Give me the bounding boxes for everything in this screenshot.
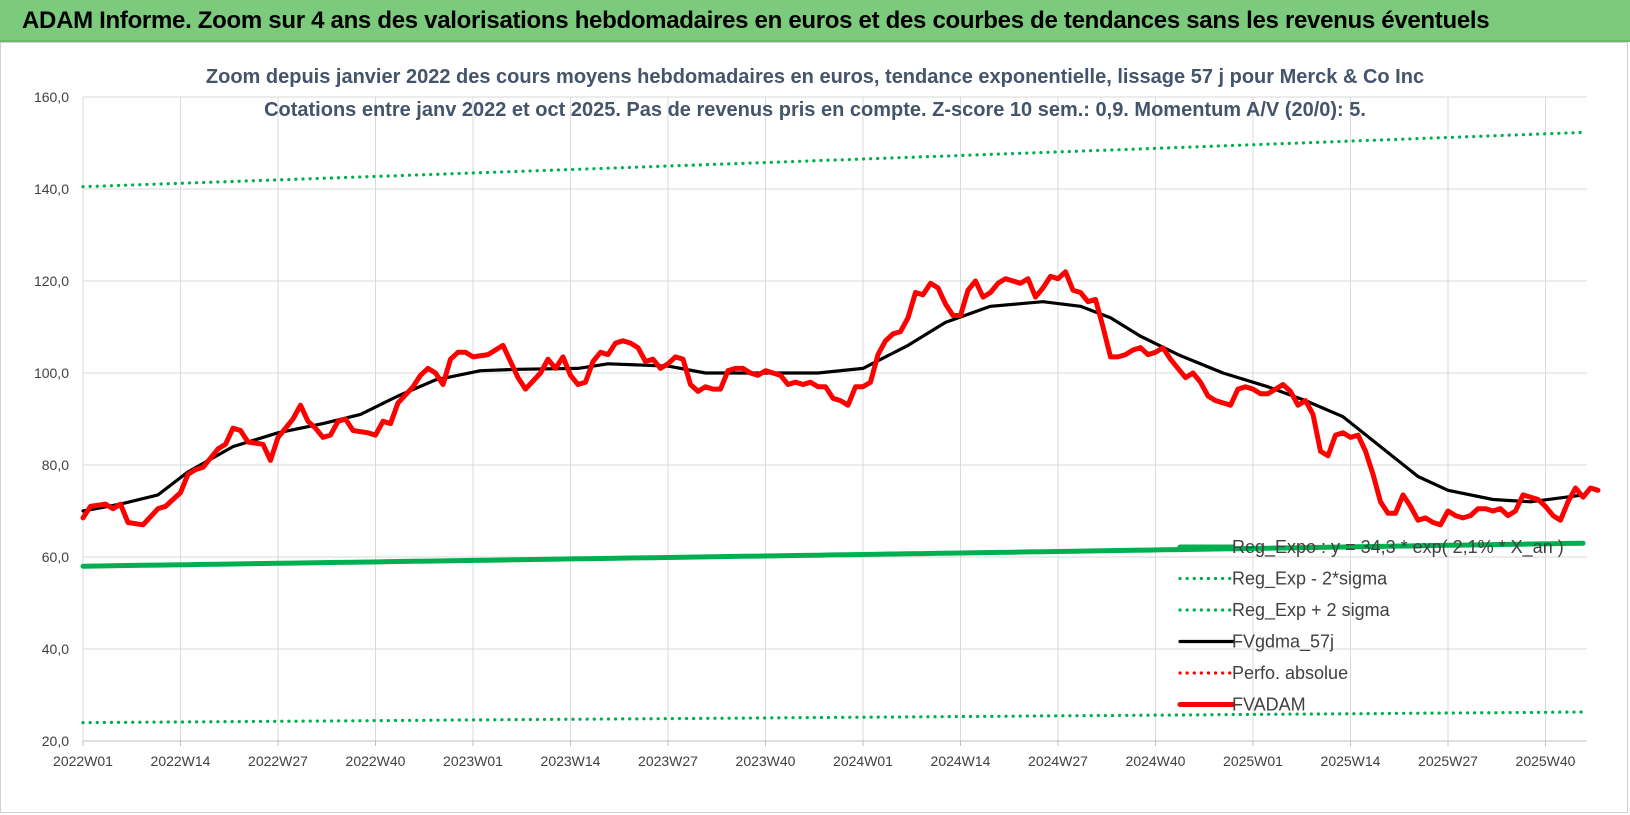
legend-label: FVgdma_57j	[1232, 632, 1334, 653]
y-tick-label: 20,0	[42, 733, 69, 749]
x-tick-label: 2022W27	[248, 753, 308, 769]
series-line-reg-expo-y-34-3-exp-2-1-x-an	[80, 540, 1586, 569]
series-line-reg-exp-2-sigma	[81, 130, 1585, 189]
series-line-reg-exp-2-sigma	[81, 710, 1585, 725]
x-tick-label: 2024W14	[931, 753, 991, 769]
x-tick-label: 2024W40	[1126, 753, 1186, 769]
series-line-fvadam	[80, 269, 1601, 528]
x-tick-label: 2024W01	[833, 753, 893, 769]
legend-label: Perfo. absolue	[1232, 663, 1348, 683]
x-tick-label: 2025W40	[1516, 753, 1576, 769]
y-tick-label: 40,0	[42, 641, 69, 657]
x-tick-label: 2025W01	[1223, 753, 1283, 769]
y-tick-label: 100,0	[34, 365, 69, 381]
x-tick-label: 2022W01	[53, 753, 113, 769]
legend-label: FVADAM	[1232, 695, 1306, 715]
legend-label: Reg_Exp - 2*sigma	[1232, 569, 1388, 590]
chart-frame	[0, 42, 1628, 813]
x-tick-label: 2023W40	[736, 753, 796, 769]
x-tick-label: 2022W14	[151, 753, 211, 769]
chart-subtitle: Cotations entre janv 2022 et oct 2025. P…	[264, 99, 1366, 121]
report-title: ADAM Informe. Zoom sur 4 ans des valoris…	[22, 7, 1490, 34]
x-tick-label: 2023W01	[443, 753, 503, 769]
x-tick-label: 2022W40	[346, 753, 406, 769]
y-tick-label: 60,0	[42, 549, 69, 565]
x-tick-label: 2025W27	[1418, 753, 1478, 769]
series-line-fvgdma-57j	[81, 300, 1585, 513]
x-tick-label: 2024W27	[1028, 753, 1088, 769]
x-tick-label: 2023W27	[638, 753, 698, 769]
report-banner: ADAM Informe. Zoom sur 4 ans des valoris…	[0, 0, 1630, 42]
x-tick-label: 2025W14	[1321, 753, 1381, 769]
y-tick-label: 120,0	[34, 273, 69, 289]
x-tick-label: 2023W14	[541, 753, 601, 769]
y-tick-label: 160,0	[34, 89, 69, 105]
legend-label: Reg_Expo : y = 34,3 * exp( 2,1% * X_an )	[1232, 537, 1564, 558]
chart-title: Zoom depuis janvier 2022 des cours moyen…	[205, 66, 1425, 88]
y-tick-label: 80,0	[42, 457, 69, 473]
legend-label: Reg_Exp + 2 sigma	[1232, 600, 1391, 621]
y-tick-label: 140,0	[34, 181, 69, 197]
